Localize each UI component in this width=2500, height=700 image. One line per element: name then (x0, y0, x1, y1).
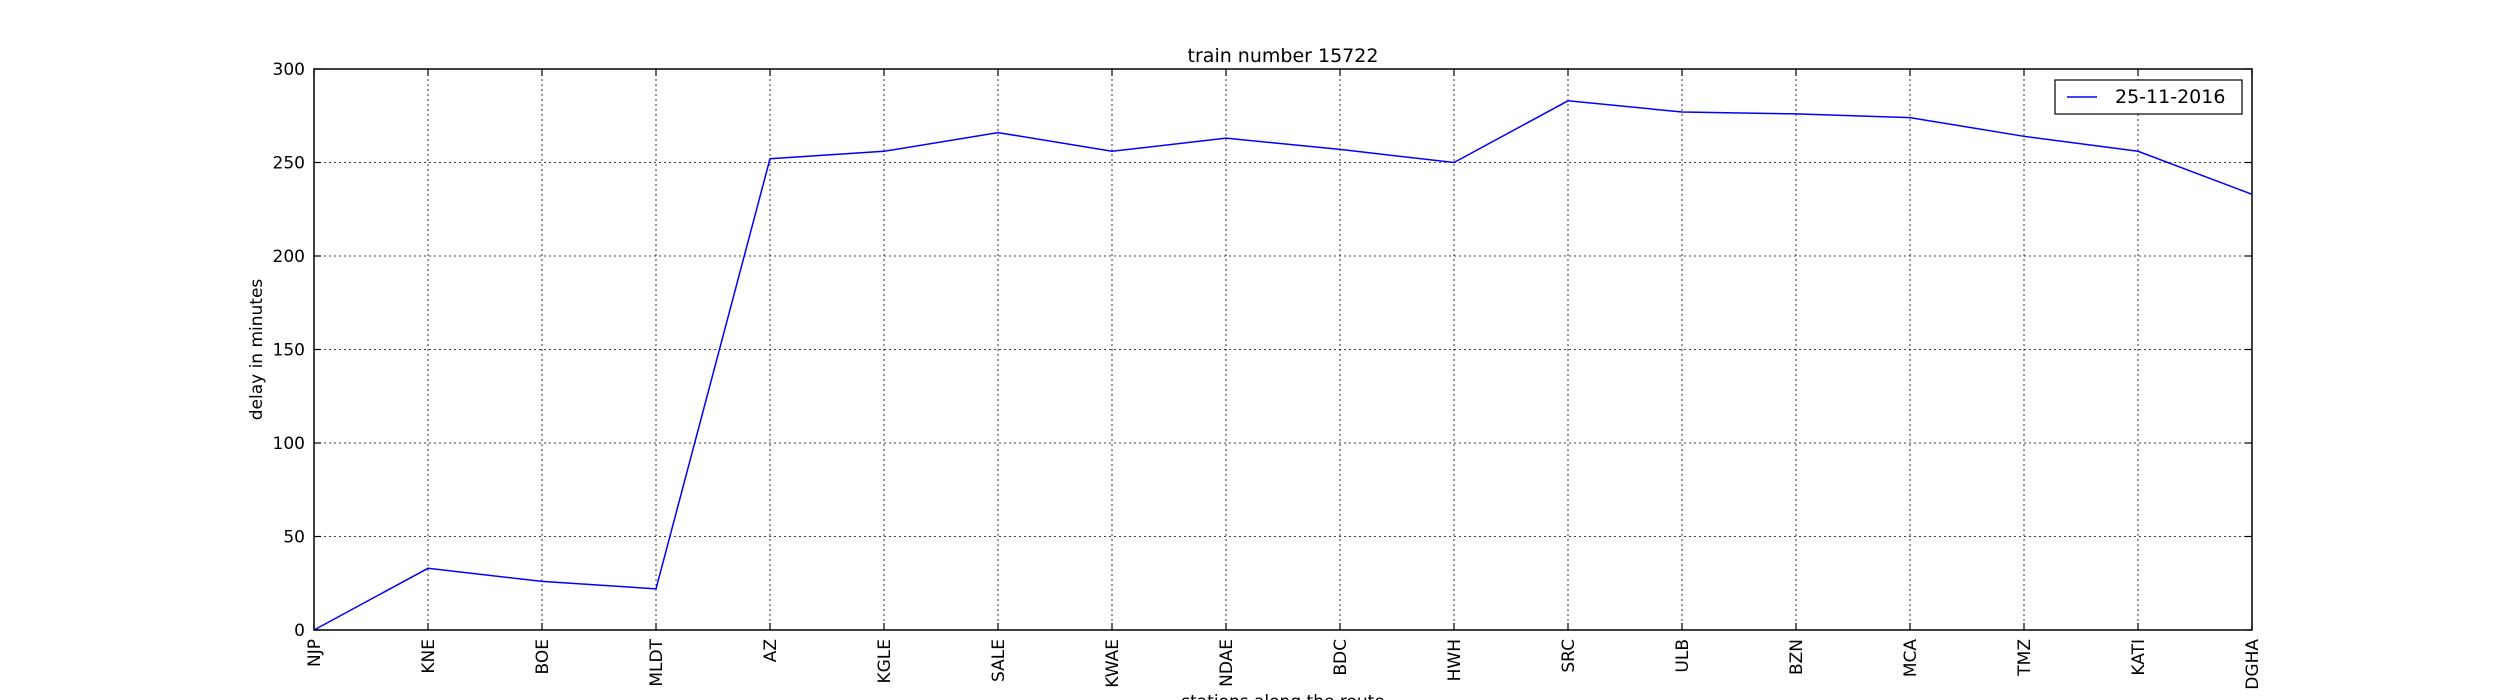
y-tick-label: 250 (273, 154, 305, 174)
series-line (313, 100, 2253, 631)
x-tick-label: TMZ (2015, 639, 2035, 677)
x-tick-label: MLDT (647, 638, 667, 686)
chart-title: train number 15722 (1188, 45, 1379, 67)
x-tick-label: HWH (1445, 639, 1465, 681)
x-tick-label: NDAE (1217, 639, 1237, 687)
grid-lines (314, 69, 2252, 630)
y-tick-label: 300 (273, 60, 305, 80)
axis-ticks: NJP KNE BOE MLDT AZ KGLE SALE KWAE NDAE BDC HWH SRC… (273, 60, 2263, 690)
x-tick-label: DGHA (2243, 639, 2263, 690)
x-tick-label: BZN (1787, 639, 1807, 675)
x-tick-label: KWAE (1103, 639, 1123, 688)
x-tick-label: MCA (1901, 639, 1921, 678)
x-tick-label: NJP (305, 639, 325, 667)
x-tick-label: BDC (1331, 639, 1351, 676)
y-tick-label: 0 (294, 621, 305, 641)
x-tick-label: SALE (989, 639, 1009, 682)
x-tick-label: KNE (419, 639, 439, 674)
x-tick-label: KATI (2129, 639, 2149, 676)
y-tick-label: 50 (283, 528, 305, 548)
y-tick-label: 150 (273, 341, 305, 361)
series-lines (313, 100, 2253, 631)
y-tick-label: 200 (273, 247, 305, 267)
x-tick-label: SRC (1559, 639, 1579, 673)
y-tick-label: 100 (273, 434, 305, 454)
y-axis-title: delay in minutes (247, 279, 267, 421)
x-tick-label: KGLE (875, 639, 895, 684)
legend-label: 25-11-2016 (2115, 86, 2225, 108)
x-tick-label: AZ (761, 639, 781, 662)
x-tick-label: ULB (1673, 639, 1693, 673)
legend: 25-11-2016 (2054, 79, 2243, 115)
x-axis-title: stations along the route (1181, 692, 1385, 700)
x-tick-label: BOE (533, 639, 553, 675)
